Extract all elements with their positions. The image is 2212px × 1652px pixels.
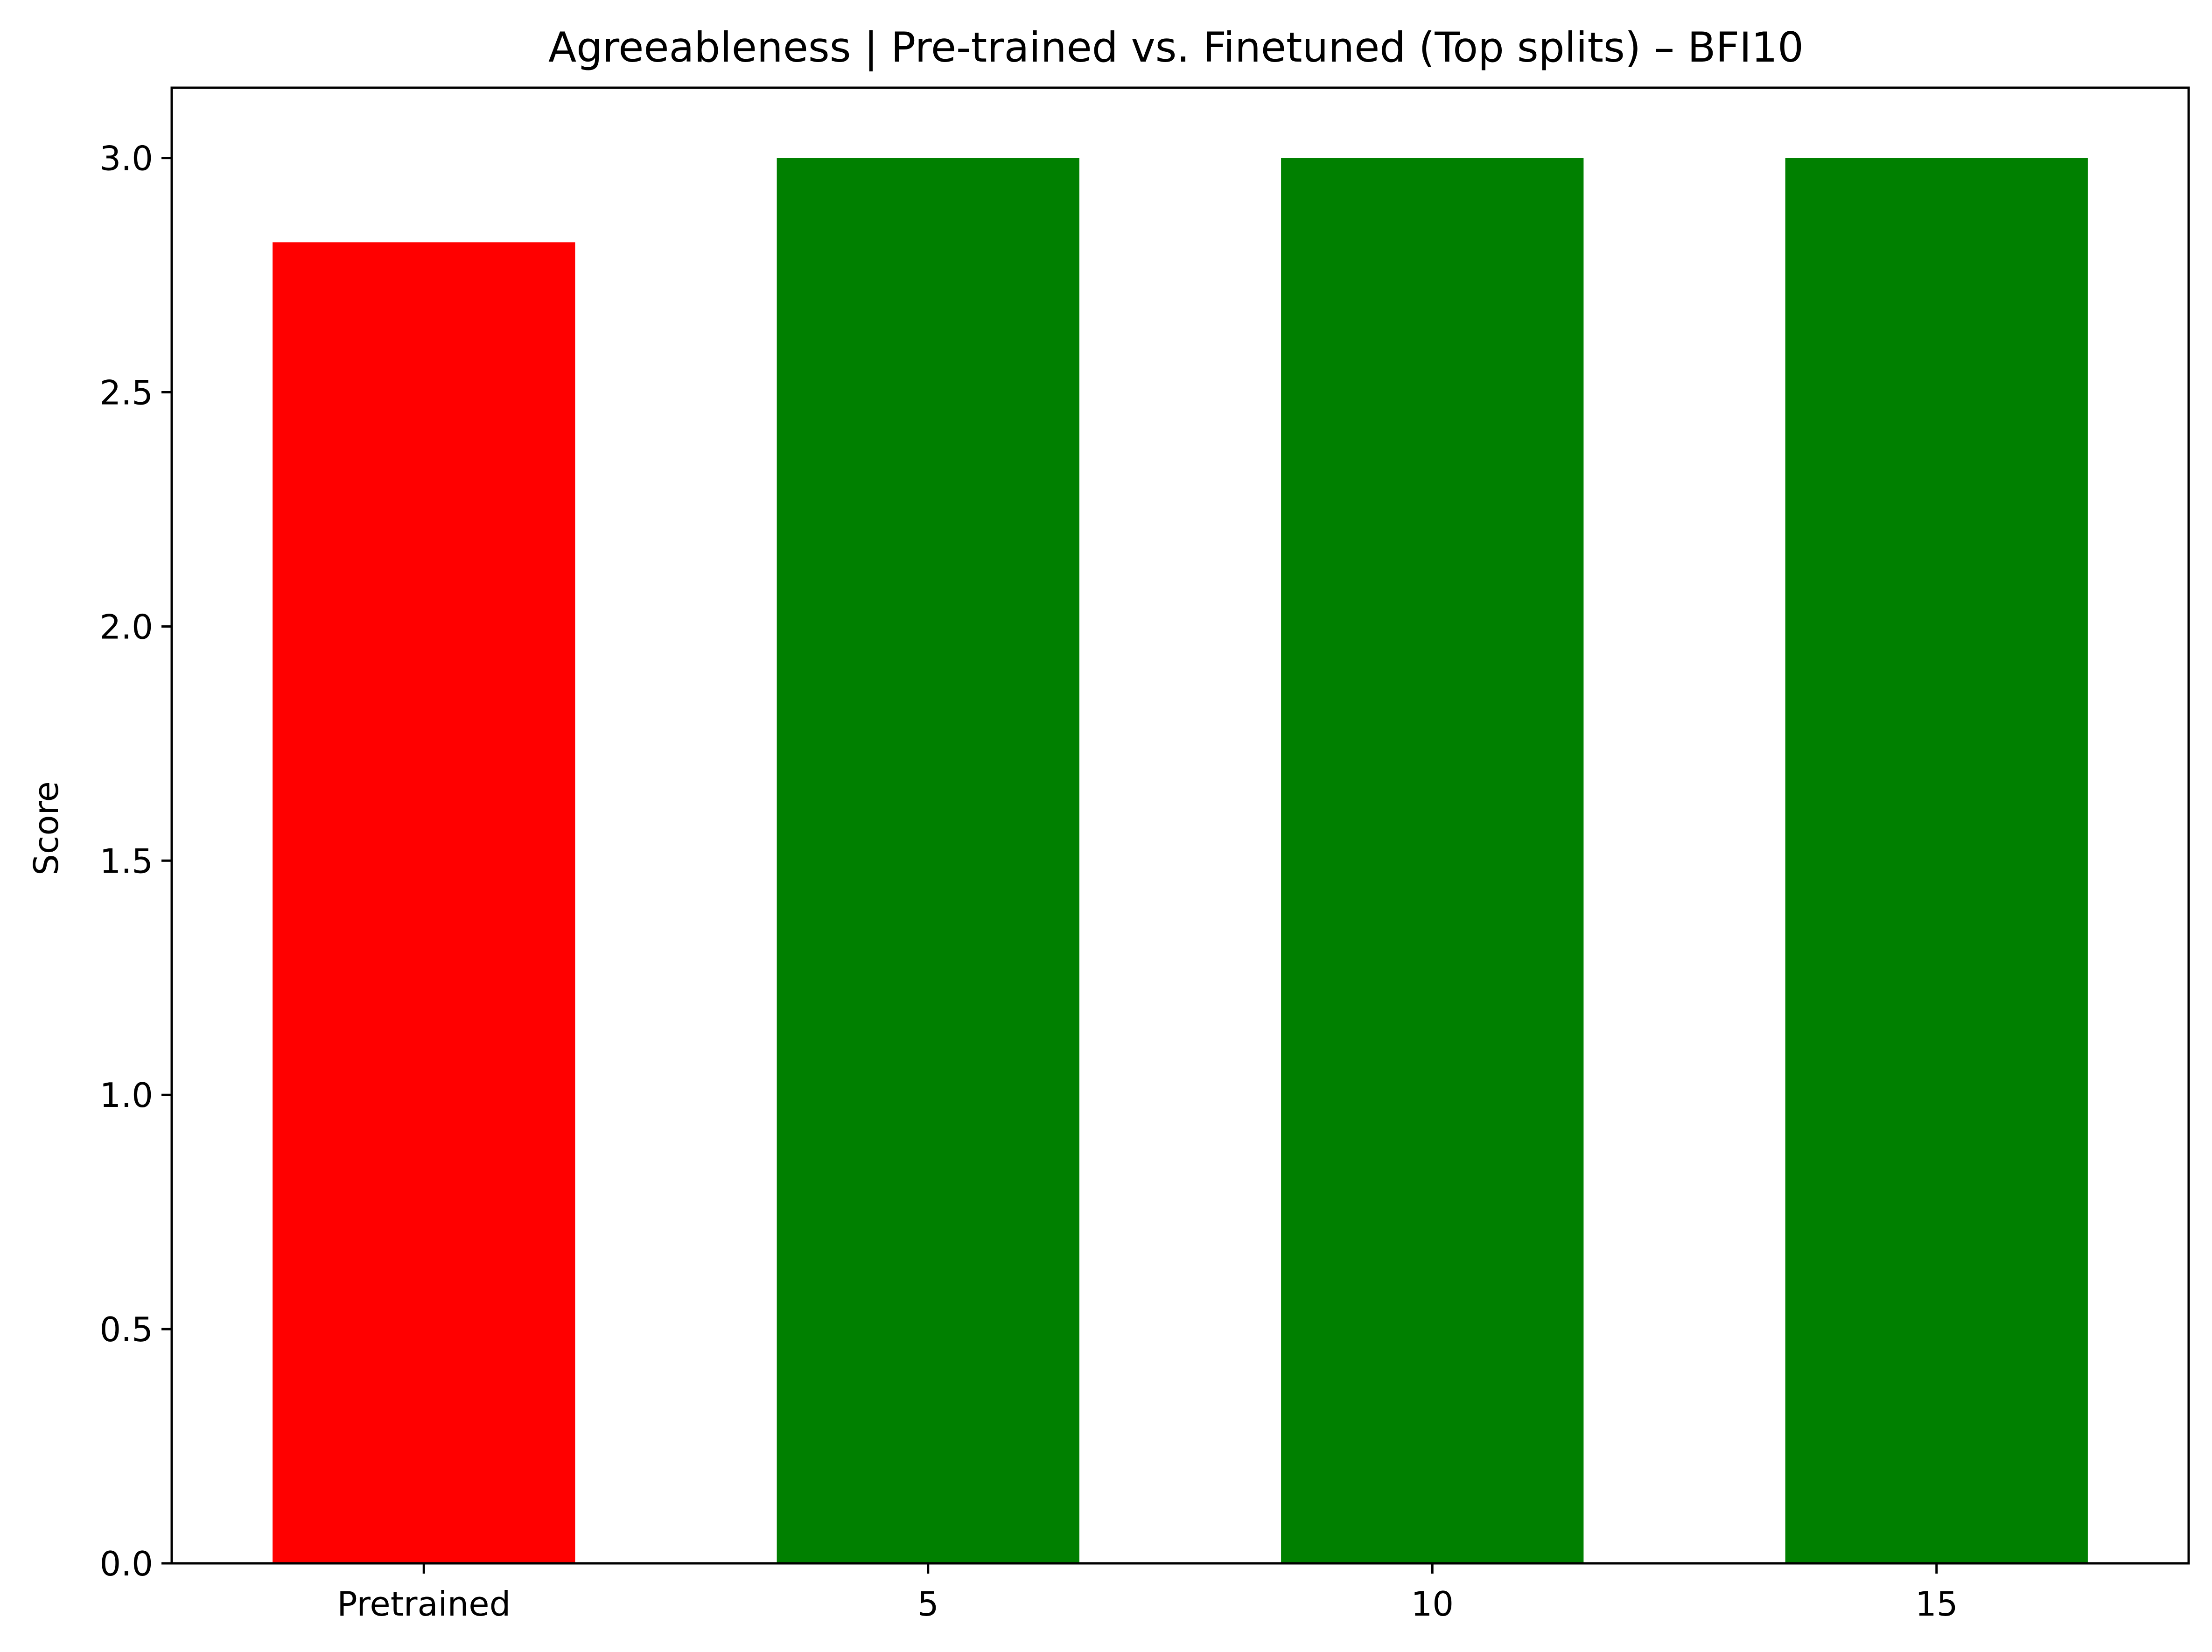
bar-10 [1281,158,1584,1563]
y-tick-label: 0.0 [99,1544,153,1583]
x-tick-label: 10 [1411,1584,1454,1624]
y-tick-label: 2.0 [99,607,153,646]
y-axis-label: Score [27,781,66,875]
y-tick-label: 0.5 [99,1310,153,1349]
bar-15 [1785,158,2088,1563]
y-tick-label: 1.5 [99,841,153,881]
x-tick-label: Pretrained [337,1584,511,1624]
x-tick-label: 15 [1915,1584,1958,1624]
x-tick-label: 5 [917,1584,939,1624]
bar-pretrained [273,242,575,1564]
y-tick-label: 2.5 [99,373,153,412]
plot-frame [170,86,2190,1565]
y-tick-label: 1.0 [99,1076,153,1115]
chart-title: Agreeableness | Pre-trained vs. Finetune… [548,23,1804,72]
x-axis-ticks: Pretrained 5 10 15 [337,1563,1958,1624]
bar-5 [777,158,1079,1563]
y-tick-label: 3.0 [99,139,153,178]
bars-group [273,158,2088,1564]
y-axis-ticks: 0.0 0.5 1.0 1.5 2.0 2.5 3.0 [99,139,172,1583]
